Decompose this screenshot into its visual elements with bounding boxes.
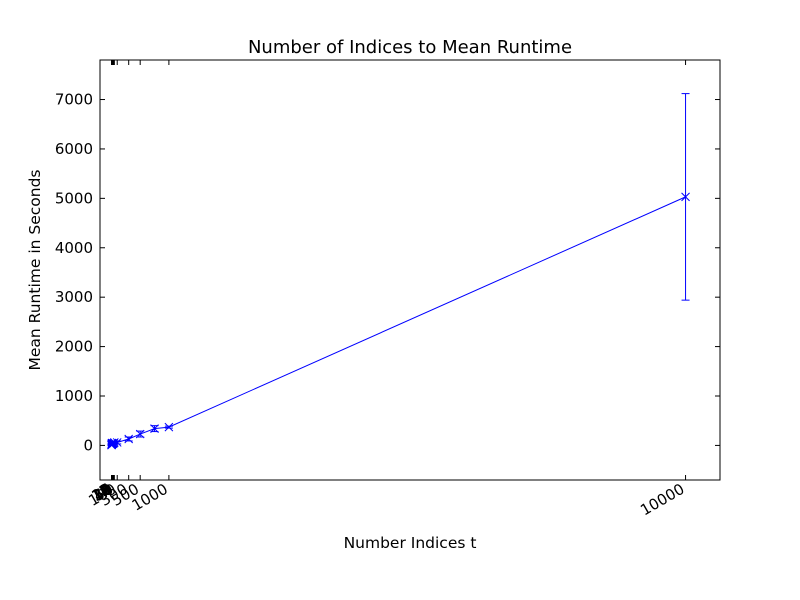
data-point [164, 422, 174, 432]
chart-title: Number of Indices to Mean Runtime [248, 37, 572, 58]
y-tick-label: 1000 [55, 387, 93, 405]
data-point [135, 429, 145, 439]
series-line [111, 196, 686, 446]
y-tick-label: 2000 [55, 338, 93, 356]
data-point [112, 438, 122, 447]
y-tick-label: 5000 [55, 189, 93, 207]
data-point [150, 424, 159, 433]
y-tick-label: 0 [83, 436, 93, 454]
plot-area: 0100020003000400050006000700012345678910… [55, 60, 720, 519]
y-tick-label: 4000 [55, 239, 93, 257]
data-point [109, 438, 119, 447]
y-axis-label: Mean Runtime in Seconds [26, 169, 44, 370]
data-point [124, 434, 134, 444]
data-point [681, 192, 690, 202]
y-tick-label: 3000 [55, 288, 93, 306]
y-tick-label: 6000 [55, 140, 93, 158]
y-tick-label: 7000 [55, 91, 93, 109]
x-tick-label: 10000 [637, 480, 687, 519]
x-axis-label: Number Indices t [344, 534, 477, 552]
plot-frame [99, 59, 721, 481]
